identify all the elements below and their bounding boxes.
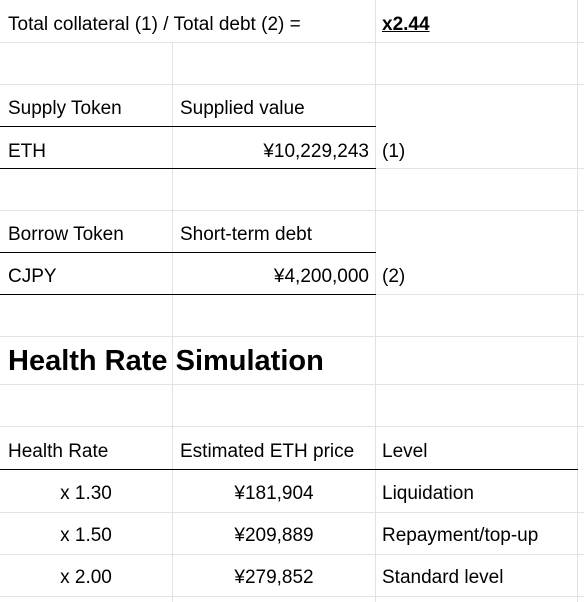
column-divider: [375, 0, 376, 602]
borrow-note: (2): [382, 266, 406, 287]
row-border: [0, 168, 376, 169]
supplied-value-cell[interactable]: ¥10,229,243: [263, 141, 369, 162]
supply-note: (1): [382, 141, 406, 162]
short-term-debt-header: Short-term debt: [180, 224, 312, 245]
level-cell[interactable]: Liquidation: [382, 483, 474, 504]
borrow-token-cell[interactable]: CJPY: [8, 266, 57, 287]
level-header: Level: [382, 441, 428, 462]
simulation-title: Health Rate Simulation: [8, 345, 324, 377]
estimated-eth-price-header: Estimated ETH price: [180, 441, 355, 462]
row-divider: [0, 554, 584, 555]
supply-token-header: Supply Token: [8, 98, 122, 119]
row-divider: [0, 512, 584, 513]
health-rate-cell[interactable]: x 1.50: [60, 525, 112, 546]
borrow-token-header: Borrow Token: [8, 224, 124, 245]
supplied-value-header: Supplied value: [180, 98, 305, 119]
column-divider: [172, 42, 173, 602]
column-divider: [577, 0, 578, 602]
supply-token-cell[interactable]: ETH: [8, 141, 46, 162]
row-border: [0, 294, 376, 295]
row-divider: [0, 596, 584, 597]
header-border: [0, 469, 578, 470]
short-term-debt-cell[interactable]: ¥4,200,000: [273, 266, 369, 287]
level-cell[interactable]: Standard level: [382, 567, 504, 588]
row-divider: [0, 384, 584, 385]
level-cell[interactable]: Repayment/top-up: [382, 525, 539, 546]
header-border: [0, 252, 376, 253]
summary-label: Total collateral (1) / Total debt (2) =: [8, 14, 301, 35]
header-border: [0, 126, 376, 127]
health-rate-header: Health Rate: [8, 441, 109, 462]
row-divider: [0, 426, 584, 427]
row-divider: [0, 84, 584, 85]
eth-price-cell[interactable]: ¥209,889: [234, 525, 314, 546]
row-divider: [0, 336, 584, 337]
health-rate-cell[interactable]: x 2.00: [60, 567, 112, 588]
row-divider: [0, 210, 584, 211]
row-divider: [0, 42, 584, 43]
health-rate-cell[interactable]: x 1.30: [60, 483, 112, 504]
eth-price-cell[interactable]: ¥181,904: [234, 483, 314, 504]
collateral-ratio-value[interactable]: x2.44: [382, 14, 430, 35]
eth-price-cell[interactable]: ¥279,852: [234, 567, 314, 588]
